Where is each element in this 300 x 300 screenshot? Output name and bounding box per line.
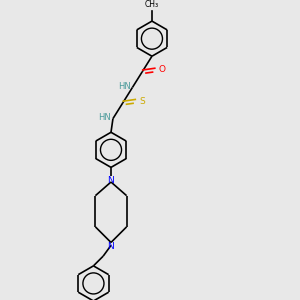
Text: O: O: [159, 65, 166, 74]
Text: N: N: [108, 242, 114, 251]
Text: CH₃: CH₃: [145, 0, 159, 9]
Text: HN: HN: [98, 113, 111, 122]
Text: N: N: [108, 176, 114, 185]
Text: HN: HN: [118, 82, 130, 91]
Text: S: S: [139, 97, 145, 106]
